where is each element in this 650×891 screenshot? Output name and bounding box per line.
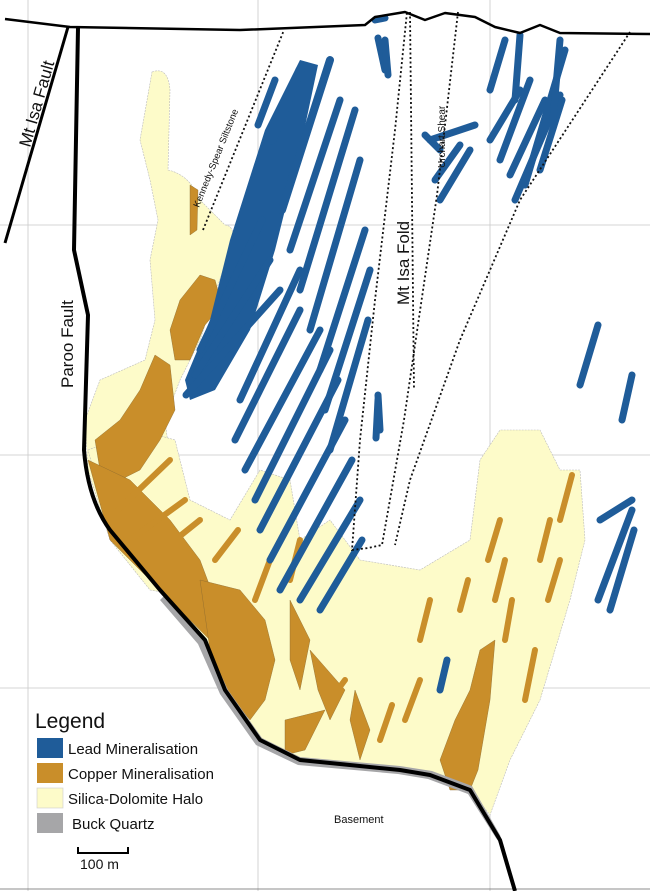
legend-swatch-buck-quartz (37, 813, 63, 833)
undefined (278, 56, 334, 214)
undefined (596, 496, 636, 524)
undefined (522, 647, 538, 703)
undefined (436, 656, 451, 694)
undefined (316, 536, 366, 614)
basement-label: Basement (334, 814, 384, 826)
undefined (316, 226, 369, 374)
undefined (276, 456, 356, 594)
undefined (417, 597, 433, 643)
undefined (576, 321, 602, 389)
mt-isa-fault-line (3, 26, 70, 244)
undefined (372, 396, 382, 442)
undefined (426, 121, 479, 144)
undefined (511, 31, 524, 104)
undefined (486, 36, 509, 94)
undefined (196, 216, 266, 354)
undefined (485, 517, 503, 563)
undefined (231, 306, 304, 444)
undefined (147, 517, 203, 563)
undefined (506, 96, 549, 179)
undefined (296, 106, 359, 294)
legend-label-halo: Silica-Dolomite Halo (68, 791, 203, 808)
undefined (377, 702, 395, 743)
undefined (182, 286, 284, 399)
undefined (606, 526, 638, 614)
legend-swatch-copper (37, 763, 63, 783)
undefined (212, 527, 241, 563)
undefined (191, 256, 274, 379)
undefined (557, 472, 575, 523)
mt-isa-fault-label: Mt Isa Fault (16, 58, 59, 149)
undefined (296, 496, 364, 604)
legend-label-buck-quartz: Buck Quartz (72, 816, 155, 833)
mt-isa-fold-label: Mt Isa Fold (394, 221, 413, 305)
undefined (254, 76, 279, 129)
urchart-shear-label: Urchart Shear (437, 105, 448, 168)
undefined (502, 597, 515, 643)
undefined (594, 506, 636, 604)
legend-label-lead: Lead Mineralisation (68, 741, 198, 758)
undefined (286, 96, 344, 254)
legend: Legend Lead Mineralisation Copper Minera… (35, 710, 214, 872)
legend-swatch-halo (36, 787, 64, 809)
undefined (492, 557, 508, 603)
undefined (545, 557, 563, 603)
undefined (115, 457, 173, 513)
undefined (252, 557, 273, 603)
paroo-fault-label: Paroo Fault (58, 300, 77, 388)
undefined (127, 497, 188, 543)
undefined (457, 577, 471, 613)
lead-streaks (182, 14, 638, 694)
undefined (381, 36, 392, 79)
undefined (536, 96, 566, 174)
undefined (549, 36, 564, 124)
kennedy-spear-siltstone-label: Kennedy-Spear Siltstone (192, 108, 242, 210)
dotted-contacts (202, 11, 631, 552)
undefined (496, 76, 534, 164)
legend-swatch-lead (37, 738, 63, 758)
undefined (236, 266, 304, 404)
undefined (251, 346, 334, 504)
copper-streaks (115, 457, 575, 743)
undefined (306, 156, 364, 334)
undefined (436, 146, 474, 204)
undefined (241, 326, 324, 474)
undefined (267, 65, 305, 145)
undefined (402, 677, 423, 723)
undefined (256, 376, 342, 534)
paroo-fault-line (72, 27, 517, 891)
undefined (326, 316, 372, 454)
legend-title: Legend (35, 710, 105, 733)
ground-surface-line (4, 10, 650, 36)
scale-bar-label: 100 m (80, 856, 119, 872)
undefined (327, 677, 348, 703)
undefined (537, 517, 553, 563)
undefined (371, 14, 389, 24)
scale-bar (77, 847, 129, 854)
undefined (266, 416, 349, 564)
fault-lines (3, 10, 650, 891)
legend-label-copper: Copper Mineralisation (68, 766, 214, 783)
undefined (618, 371, 636, 424)
